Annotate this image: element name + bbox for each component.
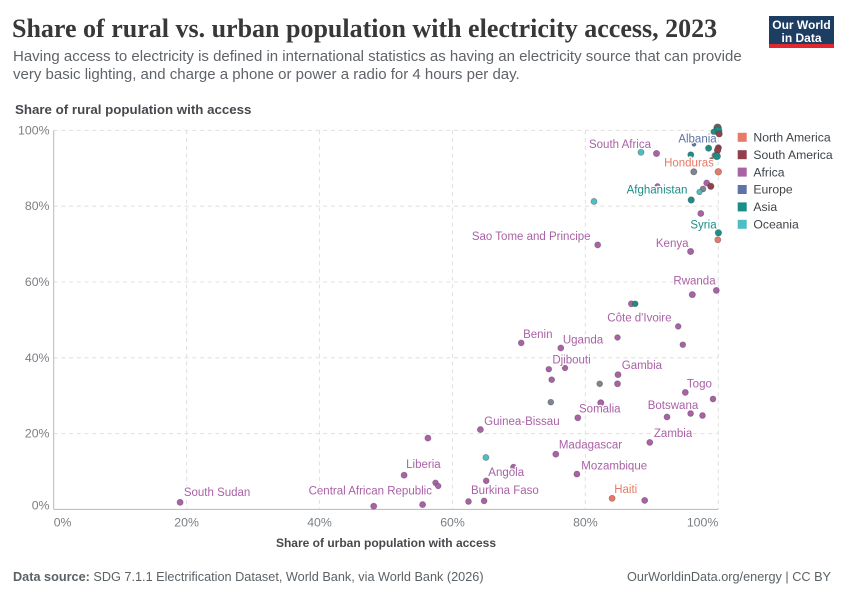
svg-text:80%: 80% bbox=[25, 199, 50, 213]
svg-text:Share of urban population with: Share of urban population with access bbox=[276, 536, 496, 550]
svg-text:Botswana: Botswana bbox=[648, 400, 699, 412]
svg-text:Africa: Africa bbox=[753, 165, 784, 179]
svg-text:South America: South America bbox=[753, 148, 832, 162]
svg-text:60%: 60% bbox=[25, 275, 50, 289]
svg-text:Benin: Benin bbox=[523, 329, 552, 341]
svg-text:Djibouti: Djibouti bbox=[552, 355, 590, 367]
svg-text:Burkina Faso: Burkina Faso bbox=[471, 485, 539, 497]
svg-text:Asia: Asia bbox=[753, 200, 777, 214]
svg-text:40%: 40% bbox=[25, 351, 50, 365]
svg-text:Europe: Europe bbox=[753, 183, 793, 197]
svg-text:South Sudan: South Sudan bbox=[184, 487, 251, 499]
svg-text:0%: 0% bbox=[54, 516, 72, 530]
svg-text:Syria: Syria bbox=[690, 220, 717, 232]
svg-text:Rwanda: Rwanda bbox=[673, 276, 716, 288]
svg-text:North America: North America bbox=[753, 131, 830, 145]
svg-text:Haiti: Haiti bbox=[614, 484, 637, 496]
svg-text:Côte d'Ivoire: Côte d'Ivoire bbox=[607, 313, 671, 325]
svg-text:Gambia: Gambia bbox=[622, 360, 663, 372]
svg-text:20%: 20% bbox=[25, 427, 50, 441]
svg-text:0%: 0% bbox=[32, 498, 50, 512]
svg-text:20%: 20% bbox=[174, 516, 199, 530]
svg-text:Central African Republic: Central African Republic bbox=[309, 485, 433, 497]
svg-text:Uganda: Uganda bbox=[563, 335, 604, 347]
svg-text:Guinea-Bissau: Guinea-Bissau bbox=[484, 416, 559, 428]
svg-text:Angola: Angola bbox=[488, 467, 524, 479]
svg-text:100%: 100% bbox=[687, 516, 719, 530]
svg-text:Somalia: Somalia bbox=[579, 404, 621, 416]
svg-text:60%: 60% bbox=[440, 516, 465, 530]
svg-text:80%: 80% bbox=[573, 516, 598, 530]
svg-text:Madagascar: Madagascar bbox=[559, 440, 622, 452]
svg-text:Albania: Albania bbox=[678, 134, 717, 146]
svg-text:Honduras: Honduras bbox=[664, 158, 714, 170]
svg-text:100%: 100% bbox=[18, 123, 50, 137]
svg-text:Liberia: Liberia bbox=[406, 459, 441, 471]
svg-text:Togo: Togo bbox=[687, 379, 712, 391]
svg-text:South Africa: South Africa bbox=[589, 139, 652, 151]
svg-text:Oceania: Oceania bbox=[753, 218, 799, 232]
svg-text:Afghanistan: Afghanistan bbox=[627, 185, 688, 197]
svg-text:Zambia: Zambia bbox=[654, 428, 693, 440]
svg-text:Mozambique: Mozambique bbox=[581, 461, 647, 473]
svg-text:Sao Tome and Principe: Sao Tome and Principe bbox=[472, 231, 591, 243]
svg-text:40%: 40% bbox=[307, 516, 332, 530]
svg-text:Kenya: Kenya bbox=[656, 238, 689, 250]
